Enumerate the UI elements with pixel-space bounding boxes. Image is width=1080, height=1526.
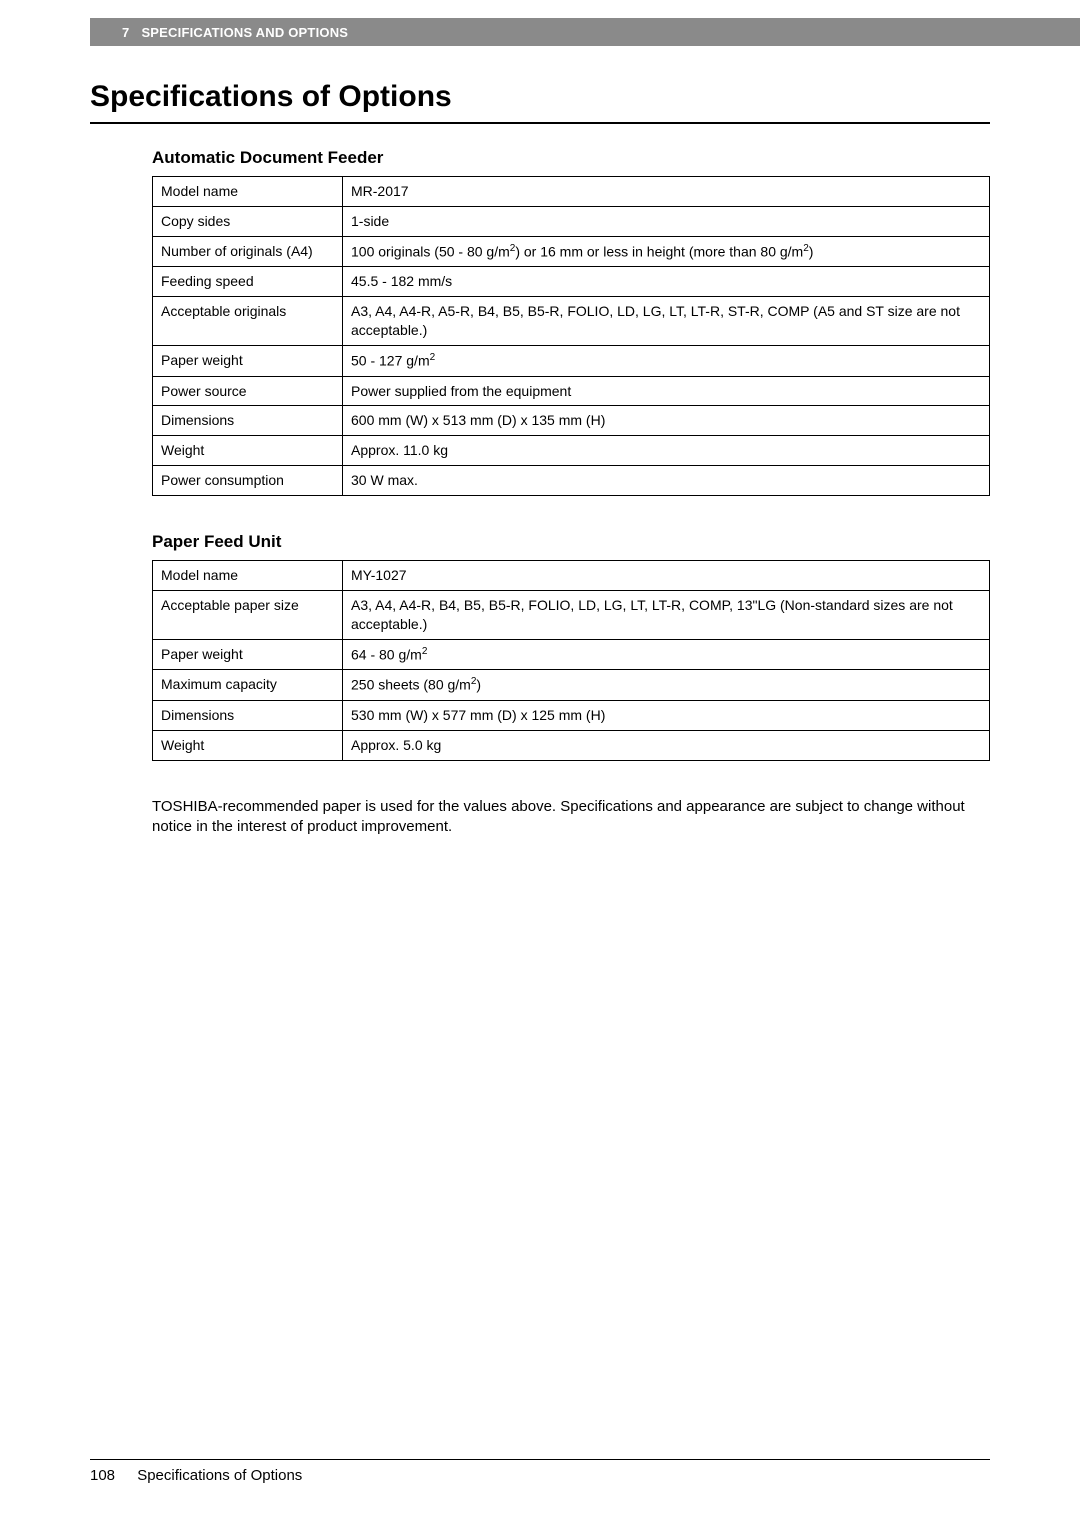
- spec-label: Maximum capacity: [153, 670, 343, 701]
- chapter-header: 7 SPECIFICATIONS AND OPTIONS: [90, 18, 1080, 46]
- page-title: Specifications of Options: [90, 80, 990, 124]
- note-text: TOSHIBA-recommended paper is used for th…: [152, 797, 990, 838]
- spec-value: 50 - 127 g/m2: [343, 346, 990, 377]
- spec-label: Weight: [153, 730, 343, 760]
- spec-value: 250 sheets (80 g/m2): [343, 670, 990, 701]
- spec-value: 64 - 80 g/m2: [343, 639, 990, 670]
- section-title-pfu: Paper Feed Unit: [152, 532, 990, 552]
- table-row: Maximum capacity250 sheets (80 g/m2): [153, 670, 990, 701]
- spec-label: Power source: [153, 376, 343, 406]
- spec-label: Feeding speed: [153, 267, 343, 297]
- spec-value: 530 mm (W) x 577 mm (D) x 125 mm (H): [343, 700, 990, 730]
- chapter-number: 7: [122, 25, 129, 40]
- table-row: Power sourcePower supplied from the equi…: [153, 376, 990, 406]
- spec-label: Paper weight: [153, 639, 343, 670]
- adf-spec-table: Model nameMR-2017Copy sides1-sideNumber …: [152, 176, 990, 496]
- spec-label: Number of originals (A4): [153, 236, 343, 267]
- spec-label: Acceptable originals: [153, 297, 343, 346]
- spec-value: Approx. 5.0 kg: [343, 730, 990, 760]
- table-row: Copy sides1-side: [153, 206, 990, 236]
- spec-label: Model name: [153, 561, 343, 591]
- spec-value: Power supplied from the equipment: [343, 376, 990, 406]
- spec-label: Copy sides: [153, 206, 343, 236]
- table-row: Paper weight64 - 80 g/m2: [153, 639, 990, 670]
- spec-label: Model name: [153, 177, 343, 207]
- table-row: Dimensions600 mm (W) x 513 mm (D) x 135 …: [153, 406, 990, 436]
- spec-label: Paper weight: [153, 346, 343, 377]
- chapter-title: SPECIFICATIONS AND OPTIONS: [141, 25, 348, 40]
- table-row: Dimensions530 mm (W) x 577 mm (D) x 125 …: [153, 700, 990, 730]
- spec-value: A3, A4, A4-R, A5-R, B4, B5, B5-R, FOLIO,…: [343, 297, 990, 346]
- spec-value: MY-1027: [343, 561, 990, 591]
- table-row: Model nameMY-1027: [153, 561, 990, 591]
- spec-label: Dimensions: [153, 406, 343, 436]
- table-row: WeightApprox. 11.0 kg: [153, 436, 990, 466]
- pfu-spec-table: Model nameMY-1027Acceptable paper sizeA3…: [152, 560, 990, 761]
- spec-label: Acceptable paper size: [153, 591, 343, 640]
- spec-value: 30 W max.: [343, 466, 990, 496]
- spec-label: Power consumption: [153, 466, 343, 496]
- table-row: Power consumption30 W max.: [153, 466, 990, 496]
- page-number: 108: [90, 1467, 115, 1484]
- spec-value: 100 originals (50 - 80 g/m2) or 16 mm or…: [343, 236, 990, 267]
- spec-value: A3, A4, A4-R, B4, B5, B5-R, FOLIO, LD, L…: [343, 591, 990, 640]
- table-row: Number of originals (A4)100 originals (5…: [153, 236, 990, 267]
- spec-value: Approx. 11.0 kg: [343, 436, 990, 466]
- table-row: Paper weight50 - 127 g/m2: [153, 346, 990, 377]
- table-row: Acceptable originalsA3, A4, A4-R, A5-R, …: [153, 297, 990, 346]
- spec-value: 45.5 - 182 mm/s: [343, 267, 990, 297]
- section-title-adf: Automatic Document Feeder: [152, 148, 990, 168]
- spec-value: 1-side: [343, 206, 990, 236]
- spec-value: 600 mm (W) x 513 mm (D) x 135 mm (H): [343, 406, 990, 436]
- spec-label: Weight: [153, 436, 343, 466]
- footer-text: Specifications of Options: [137, 1467, 302, 1484]
- table-row: Acceptable paper sizeA3, A4, A4-R, B4, B…: [153, 591, 990, 640]
- table-row: Model nameMR-2017: [153, 177, 990, 207]
- table-row: Feeding speed45.5 - 182 mm/s: [153, 267, 990, 297]
- table-row: WeightApprox. 5.0 kg: [153, 730, 990, 760]
- page-footer: 108 Specifications of Options: [90, 1459, 990, 1484]
- spec-label: Dimensions: [153, 700, 343, 730]
- spec-value: MR-2017: [343, 177, 990, 207]
